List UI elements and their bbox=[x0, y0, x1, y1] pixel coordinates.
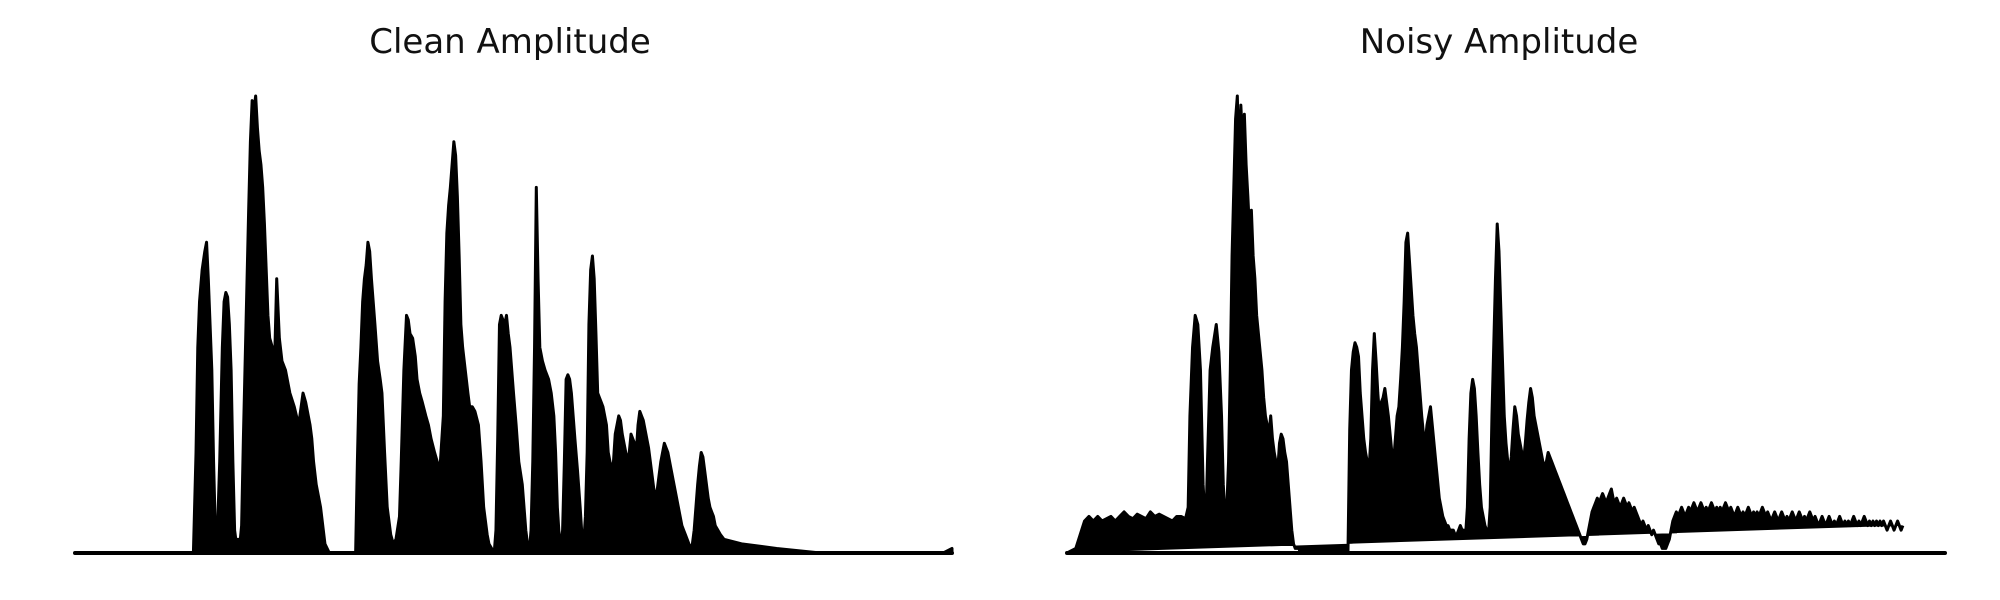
noisy-amplitude-plot bbox=[1065, 94, 1947, 555]
amplitude-area bbox=[1066, 94, 1905, 555]
noisy-amplitude-panel: Noisy Amplitude bbox=[1000, 0, 2000, 600]
clean-amplitude-panel: Clean Amplitude bbox=[73, 22, 954, 555]
chart-title: Clean Amplitude bbox=[369, 22, 651, 62]
chart-title: Noisy Amplitude bbox=[1359, 22, 1639, 62]
clean-amplitude-plot bbox=[73, 94, 954, 555]
amplitude-area bbox=[73, 94, 954, 555]
